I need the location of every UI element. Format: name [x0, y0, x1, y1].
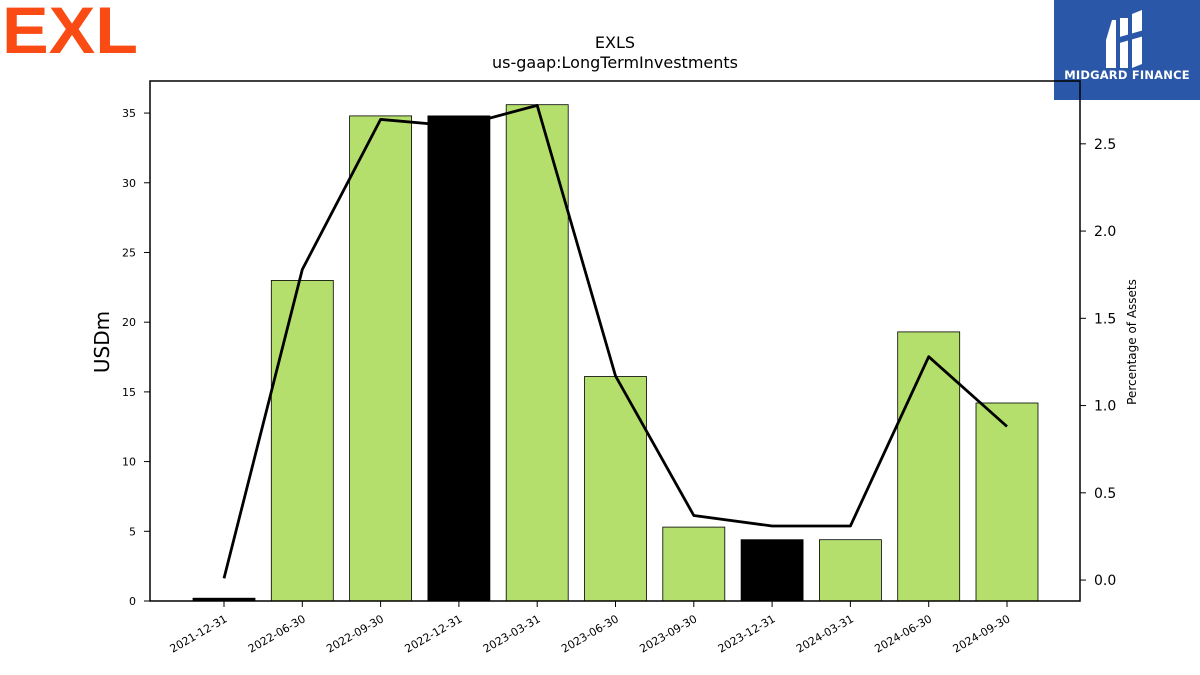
y2-axis-label: Percentage of Assets: [1125, 279, 1139, 405]
x-tick-label: 2023-03-31: [481, 612, 543, 655]
bar-2024-06-30: [897, 331, 961, 602]
bar-2022-06-30: [270, 279, 334, 602]
y-tick-label: 35: [122, 107, 136, 120]
y-tick-label: 20: [122, 316, 136, 329]
midgard-brand-text: MIDGARD FINANCE: [1064, 68, 1190, 82]
y2-tick-label: 1.0: [1094, 399, 1116, 415]
y-tick-label: 30: [122, 177, 136, 190]
x-tick-label: 2024-03-31: [794, 612, 856, 655]
y-tick-label: 10: [122, 456, 136, 469]
bar-2022-09-30: [349, 115, 413, 602]
y2-tick-label: 0.5: [1094, 486, 1116, 502]
x-axis: 2021-12-31 2022-06-30 2022-09-30 2022-12-31…: [168, 601, 1013, 656]
bar-2023-12-31: [740, 539, 804, 602]
y2-tick-label: 1.5: [1094, 311, 1116, 327]
y-axis-label: USDm: [90, 311, 114, 373]
bar-2023-06-30: [584, 376, 647, 602]
y2-tick-label: 2.0: [1094, 224, 1116, 240]
chart-subtitle: us-gaap:LongTermInvestments: [492, 53, 738, 72]
percentage-line: [222, 104, 1008, 579]
exl-logo-text: EXL: [2, 2, 138, 58]
y-tick-label: 0: [129, 595, 136, 608]
midgard-finance-logo: MIDGARD FINANCE: [1054, 0, 1200, 100]
bar-2022-12-31: [427, 115, 491, 602]
midgard-mark-icon: [1106, 10, 1144, 68]
y-axis-left: 0 5 10 15 20 25 30 35: [122, 107, 150, 608]
x-tick-label: 2021-12-31: [168, 612, 230, 655]
bars: [192, 104, 1039, 602]
x-tick-label: 2023-12-31: [716, 612, 778, 655]
chart-title: EXLS: [595, 33, 635, 52]
x-tick-label: 2024-09-30: [951, 612, 1013, 655]
bar-2023-03-31: [505, 104, 569, 602]
y-tick-label: 25: [122, 246, 136, 259]
y-tick-label: 5: [129, 525, 136, 538]
bar-2024-09-30: [975, 402, 1039, 602]
x-tick-label: 2023-06-30: [559, 612, 621, 655]
y2-tick-label: 0.0: [1094, 573, 1116, 589]
y-tick-label: 15: [122, 386, 136, 399]
bar-2024-03-31: [819, 539, 882, 602]
x-tick-label: 2022-09-30: [324, 612, 386, 655]
exl-logo: EXL: [2, 0, 142, 67]
y-axis-right: 0.0 0.5 1.0 1.5 2.0 2.5: [1080, 137, 1116, 589]
x-tick-label: 2022-06-30: [246, 612, 308, 655]
x-tick-label: 2024-06-30: [872, 612, 934, 655]
bar-2023-09-30: [662, 526, 726, 602]
x-tick-label: 2022-12-31: [403, 612, 465, 655]
x-tick-label: 2023-09-30: [637, 612, 699, 655]
y2-tick-label: 2.5: [1094, 137, 1116, 153]
